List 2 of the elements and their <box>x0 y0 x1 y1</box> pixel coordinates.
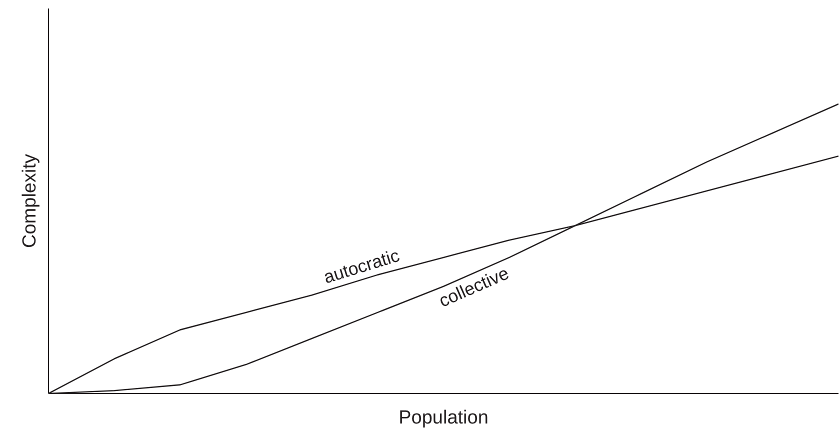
y-axis-title: Complexity <box>20 154 40 248</box>
x-axis-title: Population <box>398 408 488 428</box>
